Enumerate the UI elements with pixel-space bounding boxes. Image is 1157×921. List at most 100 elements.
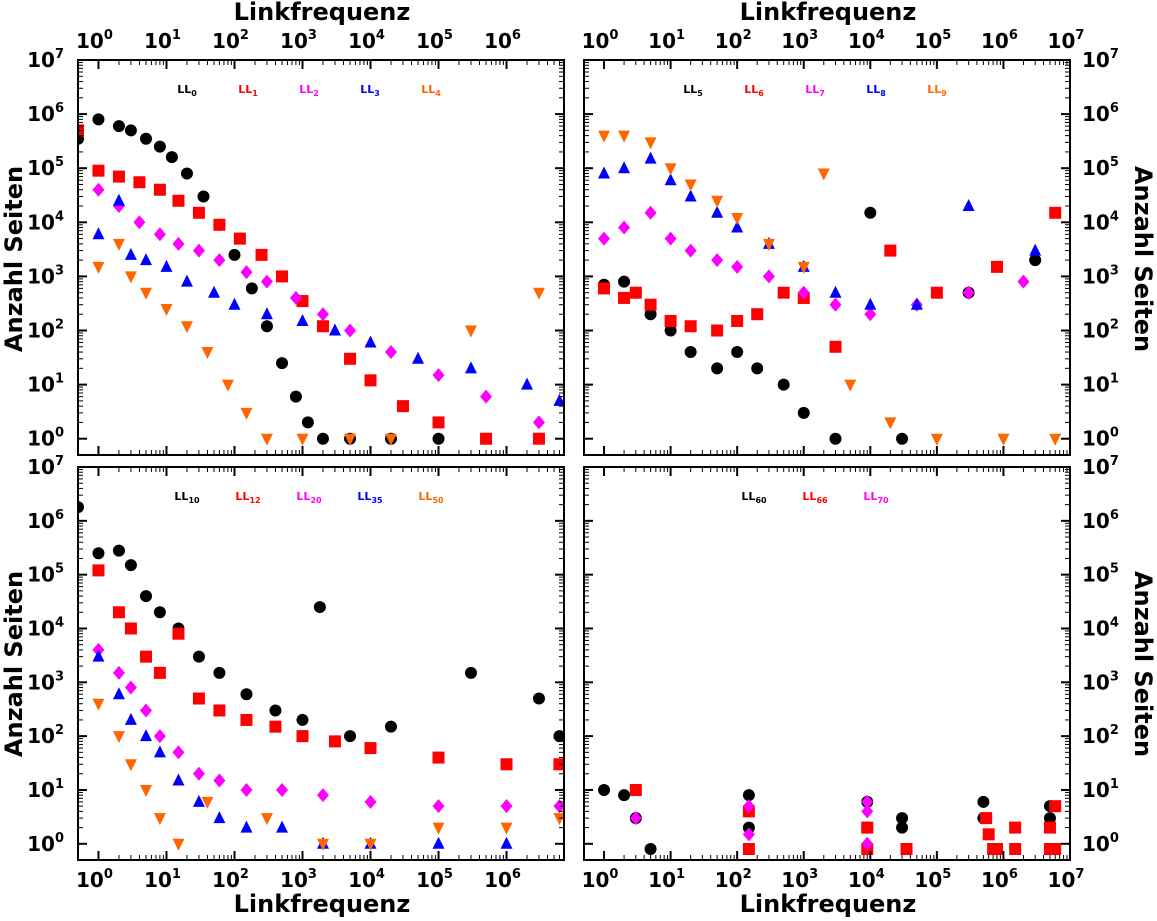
bottom-right-point-0 [742,789,755,802]
bottom-left-point-4 [140,784,153,797]
top-left-legend-entry: LL2 [299,83,319,98]
bottom-left-point-2 [364,794,377,809]
bottom-left-point-2 [240,782,253,797]
top-right-point-1 [618,291,631,304]
bottom-left-point-2 [316,788,329,803]
top-right-point-3 [1029,243,1042,256]
bottom-right-point-1 [980,812,993,825]
bottom-left-xtick-label: 100 [76,867,113,892]
bottom-left-legend-entry: LL35 [357,490,383,505]
bottom-right-point-0 [977,795,990,808]
top-left-point-0 [112,120,125,133]
bottom-right-point-1 [900,843,913,856]
bottom-left-point-2 [432,799,445,814]
top-right-point-0 [896,432,909,445]
top-left-point-0 [197,190,210,203]
top-left-ytick-label: 106 [27,101,64,126]
top-left-point-2 [260,274,273,289]
top-right-point-2 [762,269,775,284]
top-right-point-0 [864,206,877,219]
top-left-point-3 [140,253,153,266]
bottom-left-panel: 100 101 102 103 104 105 106 107 100 101 102 103 104 1… [27,454,565,892]
top-left-point-0 [289,390,302,403]
top-right-point-2 [829,297,842,312]
bottom-left-point-4 [316,838,329,851]
top-left-ytick-label: 103 [27,263,64,288]
top-left-point-2 [133,215,146,230]
top-left-point-1 [316,320,329,333]
bottom-right-point-0 [598,783,611,796]
bottom-left-legend-entry: LL12 [235,490,260,505]
top-left-point-2 [344,323,357,338]
top-right-point-3 [731,220,744,233]
top-right-point-4 [930,433,943,446]
top-right-xtick-label: 102 [715,28,752,53]
top-left-point-0 [124,124,137,137]
bottom-right-point-1 [742,843,755,856]
top-right-point-2 [684,243,697,258]
top-left-point-0 [276,357,289,370]
top-right-point-0 [751,362,764,375]
top-right-point-1 [629,286,642,299]
top-left-xtick-label: 104 [348,28,385,53]
bottom-left-point-4 [92,698,105,711]
top-right-panel: 100 101 102 103 104 105 106 107 100 101 102 103 104 1… [582,28,1119,456]
top-right-point-2 [644,205,657,220]
top-left-point-4 [160,303,173,316]
top-left-point-2 [192,243,205,258]
top-right-point-1 [731,314,744,327]
bottom-left-ytick-label: 107 [27,454,64,479]
top-right-point-1 [884,244,897,257]
top-right-legend-entry: LL5 [683,83,703,98]
top-right-legend-entry: LL9 [927,83,947,98]
top-left-point-1 [133,176,146,189]
bottom-right-legend-entry: LL66 [802,490,828,505]
bottom-left-point-4 [124,759,137,772]
top-left-point-4 [180,321,193,334]
bottom-left-point-3 [92,649,105,662]
top-left-point-1 [92,164,105,177]
bottom-left-point-1 [92,564,105,577]
bottom-left-point-2 [140,703,153,718]
top-left-point-4 [260,433,273,446]
top-left-markers [78,113,564,446]
bottom-left-xtick-label: 103 [280,867,317,892]
bottom-right-ylabel: Anzahl Seiten [1129,571,1157,757]
top-left-point-3 [92,227,105,240]
top-right-ytick-label: 105 [1082,155,1119,180]
bottom-left-point-3 [153,745,166,758]
top-left-point-2 [172,236,185,251]
bottom-left-point-4 [432,822,445,835]
bottom-right-xlabel: Linkfrequenz [740,890,917,918]
bottom-right-point-0 [644,843,657,856]
top-left-point-3 [412,351,425,364]
bottom-right-ytick-label: 105 [1082,562,1119,587]
top-right-point-4 [884,417,897,430]
bottom-left-point-0 [384,720,397,733]
top-right-point-0 [664,324,677,337]
top-left-ytick-label: 105 [27,155,64,180]
top-right-point-2 [711,253,724,268]
bottom-left-point-1 [432,751,445,764]
top-right-point-2 [664,231,677,246]
bottom-left-point-1 [124,622,137,635]
top-right-point-4 [762,238,775,251]
bottom-left-xtick-label: 104 [348,867,385,892]
bottom-left-point-3 [432,836,445,849]
top-right-point-1 [644,298,657,311]
top-left-xtick-label: 103 [280,28,317,53]
top-right-ytick-label: 107 [1082,47,1119,72]
bottom-right-panel: 100 101 102 103 104 105 106 107 100 101 102 103 104 1… [582,454,1119,892]
bottom-right-point-1 [629,783,642,796]
top-right-point-0 [829,432,842,445]
bottom-left-legend-entry: LL20 [296,490,322,505]
bottom-right-xtick-label: 102 [715,867,752,892]
bottom-left-point-2 [112,665,125,680]
bottom-right-xtick-label: 104 [848,867,885,892]
top-right-point-4 [731,213,744,226]
top-right-point-4 [711,195,724,208]
bottom-left-point-2 [213,773,226,788]
top-left-point-3 [328,323,341,336]
top-left-point-2 [240,265,253,280]
bottom-left-point-4 [260,813,273,826]
